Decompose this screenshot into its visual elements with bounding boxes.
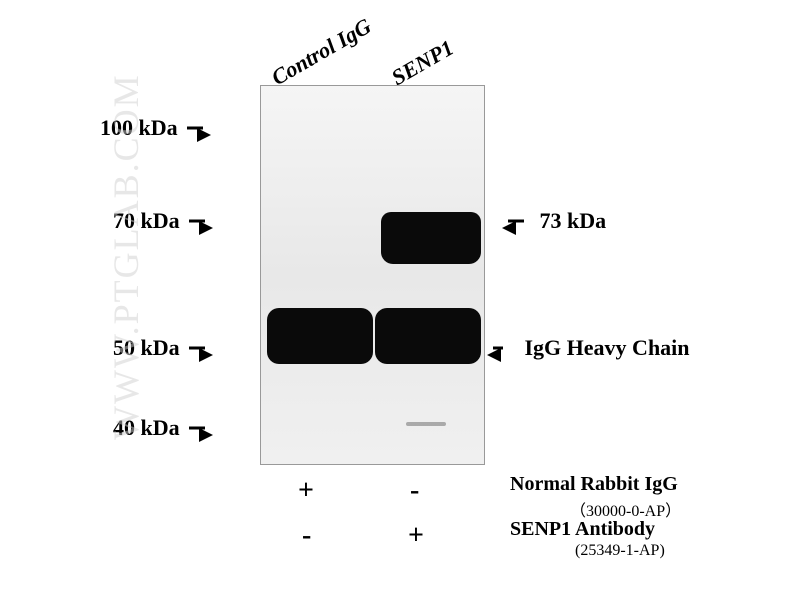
pm-row1-lane1: + xyxy=(298,475,314,507)
minus-symbol: - xyxy=(410,475,419,506)
western-blot-image xyxy=(260,85,485,465)
pm-row2-lane2: + xyxy=(408,520,424,552)
marker-100kda-text: 100 kDa xyxy=(100,115,178,140)
marker-100kda: 100 kDa xyxy=(100,115,183,141)
lane-label-control-text: Control IgG xyxy=(267,13,375,90)
arrow-line xyxy=(508,220,524,223)
antibody-label: SENP1 Antibody xyxy=(510,518,655,541)
marker-70kda: 70 kDa xyxy=(113,208,185,234)
band-target-73kda xyxy=(381,212,481,264)
pm-row2-lane1: - xyxy=(302,520,311,552)
lane-label-sample-text: SENP1 xyxy=(387,35,458,90)
control-igg-label: Normal Rabbit IgG xyxy=(510,473,678,496)
control-igg-text: Normal Rabbit IgG xyxy=(510,473,678,495)
lane-label-control: Control IgG xyxy=(267,13,376,91)
marker-40kda: 40 kDa xyxy=(113,415,185,441)
antibody-catalog-text: (25349-1-AP) xyxy=(575,542,665,559)
annotation-igg-heavy-text: IgG Heavy Chain xyxy=(525,335,690,360)
marker-70kda-text: 70 kDa xyxy=(113,208,180,233)
band-faint xyxy=(406,422,446,426)
lane-label-sample: SENP1 xyxy=(387,35,458,91)
annotation-73kda-text: 73 kDa xyxy=(540,208,607,233)
minus-symbol: - xyxy=(302,520,311,551)
figure-container: WWW.PTGLAB.COM Control IgG SENP1 100 kDa… xyxy=(0,0,800,600)
marker-40kda-text: 40 kDa xyxy=(113,415,180,440)
antibody-label-text: SENP1 Antibody xyxy=(510,518,655,540)
pm-row1-lane2: - xyxy=(410,475,419,507)
plus-symbol: + xyxy=(298,475,314,506)
marker-50kda: 50 kDa xyxy=(113,335,185,361)
band-igg-heavy-lane1 xyxy=(267,308,373,364)
band-igg-heavy-lane2 xyxy=(375,308,481,364)
annotation-igg-heavy: IgG Heavy Chain xyxy=(515,335,690,361)
marker-50kda-text: 50 kDa xyxy=(113,335,180,360)
plus-symbol: + xyxy=(408,520,424,551)
arrow-line xyxy=(493,347,503,350)
antibody-catalog: (25349-1-AP) xyxy=(575,542,665,560)
annotation-73kda: 73 kDa xyxy=(530,208,606,234)
